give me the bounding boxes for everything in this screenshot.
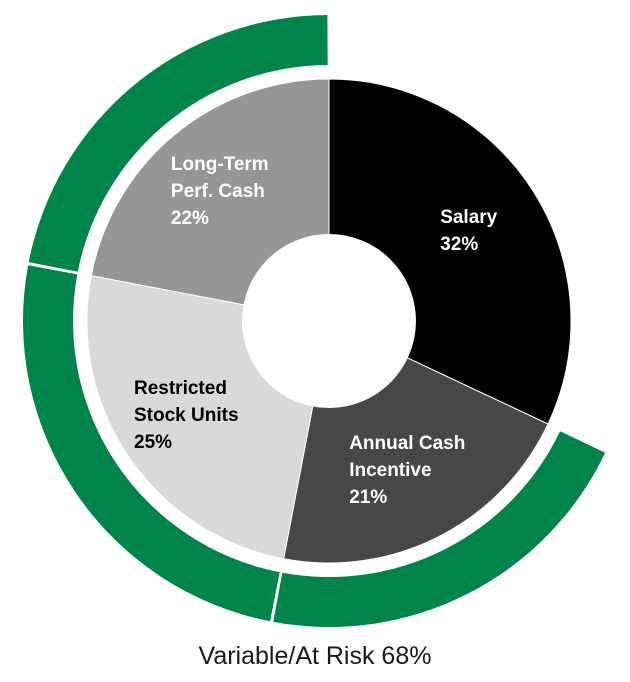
slice-label: Annual Cash Incentive 21% (349, 433, 465, 508)
outer-ring-label: Variable/At Risk 68% (198, 642, 432, 670)
slice-label: Long-Term Perf. Cash 22% (171, 154, 269, 229)
outer-ring-segment (273, 431, 606, 628)
outer-ring-segment (22, 265, 280, 622)
outer-ring-layer (22, 15, 606, 628)
slice-value-text: 25% (134, 432, 172, 453)
slice-value-text: 32% (440, 234, 478, 255)
label-layer: Salary 32% Annual Cash Incentive 21% Restrict… (134, 154, 498, 508)
slice-name-text: Incentive (349, 460, 431, 481)
slice-name-text: Annual Cash (349, 433, 465, 454)
slice-label: Restricted Stock Units 25% (134, 378, 239, 453)
slice-name-text: Stock Units (134, 405, 239, 426)
center-hole (242, 234, 416, 408)
slice-value-text: 21% (349, 487, 387, 508)
slice-value-text: 22% (171, 208, 209, 229)
outer-ring-segment (28, 15, 328, 272)
slice-label: Salary 32% (440, 207, 497, 255)
slice-name-text: Salary (440, 207, 497, 228)
slice-name-text: Restricted (134, 378, 227, 399)
slice-name-text: Perf. Cash (171, 181, 265, 202)
slice-name-text: Long-Term (171, 154, 269, 175)
